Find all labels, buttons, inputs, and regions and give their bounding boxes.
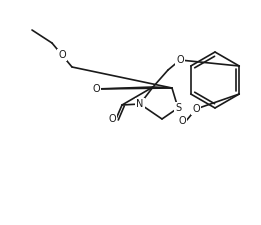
Text: O: O [192,104,200,114]
Text: S: S [175,103,181,113]
Text: O: O [58,50,66,60]
Text: O: O [178,116,186,126]
Text: O: O [176,55,184,65]
Text: N: N [136,99,144,109]
Text: O: O [92,84,100,94]
Text: O: O [108,114,116,124]
